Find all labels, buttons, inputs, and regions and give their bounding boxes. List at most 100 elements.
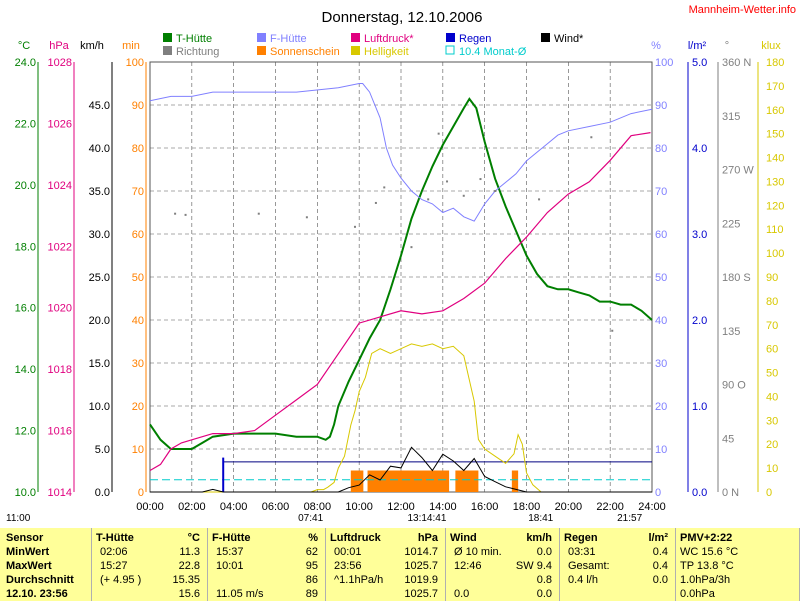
table-cell: SW 9.4 (515, 560, 552, 572)
wind-tick-label: 30.0 (89, 229, 110, 241)
legend-label: T-Hütte (176, 33, 212, 45)
series-line (149, 97, 653, 450)
x-tick-label: 04:00 (220, 501, 248, 513)
table-cell: 62 (305, 546, 318, 558)
direction-tick-label: 270 W (722, 165, 754, 177)
light-tick-label: 50 (766, 368, 778, 380)
x-tick-label: 10:00 (345, 501, 373, 513)
legend-label: 10.4 Monat-Ø (459, 46, 527, 58)
pressure-tick-label: 1014 (48, 487, 72, 499)
direction-tick-label: 360 N (722, 57, 751, 69)
wind-tick-label: 5.0 (95, 444, 110, 456)
legend-label: Regen (459, 33, 491, 45)
light-tick-label: 80 (766, 296, 778, 308)
table-cell: Ø 10 min. (454, 546, 502, 558)
x-tick-label: 02:00 (178, 501, 206, 513)
table-column (208, 528, 326, 601)
humidity-tick-label: 20 (655, 401, 667, 413)
wind-tick-label: 20.0 (89, 315, 110, 327)
direction-dot (353, 225, 356, 228)
sun-tick-label: 60 (132, 229, 144, 241)
sunshine-bar (367, 470, 450, 492)
legend-swatch (257, 33, 266, 42)
humidity-tick-label: 100 (655, 57, 673, 69)
x-tick-label: 00:00 (136, 501, 164, 513)
table-cell: 89 (305, 588, 318, 600)
x-tick-label: 08:00 (304, 501, 332, 513)
light-tick-label: 20 (766, 439, 778, 451)
humidity-axis-header: % (651, 40, 661, 52)
x-tick-label: 16:00 (471, 501, 499, 513)
table-row-label: 12.10. 23:56 (6, 588, 68, 600)
direction-tick-label: 0 N (722, 487, 739, 499)
table-column-unit: °C (187, 532, 200, 544)
table-cell: 23:56 (334, 560, 362, 572)
legend: T-Hütte F-Hütte Luftdruck* Regen Wind* Richtu… (163, 33, 584, 58)
legend-label: Helligkeit (364, 46, 409, 58)
table-cell: 15:27 (100, 560, 128, 572)
legend-swatch (351, 46, 360, 55)
sun-tick-label: 90 (132, 100, 144, 112)
direction-tick-label: 135 (722, 326, 740, 338)
rain-tick-label: 1.0 (692, 401, 707, 413)
direction-dot (174, 212, 177, 215)
x-tick-label: 22:00 (596, 501, 624, 513)
table-cell: 11.3 (179, 546, 200, 558)
table-column (92, 528, 208, 601)
axis-headers: °C hPa km/h min% l/m² ° klux (18, 40, 781, 52)
light-tick-label: 140 (766, 153, 784, 165)
legend-swatch (163, 46, 172, 55)
light-tick-label: 120 (766, 200, 784, 212)
temp-tick-label: 22.0 (15, 118, 36, 130)
table-cell: 15:37 (216, 546, 244, 558)
grid (149, 61, 653, 493)
temp-tick-label: 16.0 (15, 303, 36, 315)
table-cell: 0.0 (652, 574, 668, 586)
table-column (0, 528, 92, 601)
sun-tick-label: 0 (138, 487, 144, 499)
table-column-head: Wind (450, 532, 477, 544)
site-link[interactable]: Mannheim-Wetter.info (689, 4, 796, 16)
table-cell: 0.0 (536, 546, 552, 558)
humidity-tick-label: 0 (655, 487, 661, 499)
table-cell: 0.4 l/h (568, 574, 598, 586)
wind-tick-label: 15.0 (89, 358, 110, 370)
legend-swatch (163, 33, 172, 42)
humidity-tick-label: 30 (655, 358, 667, 370)
direction-dot (257, 212, 260, 215)
rain-axis-header: l/m² (688, 40, 707, 52)
temp-tick-label: 18.0 (15, 241, 36, 253)
table-cell: ^1.1hPa/h (334, 574, 384, 586)
temp-tick-label: 12.0 (15, 426, 36, 438)
humidity-tick-label: 40 (655, 315, 667, 327)
sun-axis-header: min (122, 40, 140, 52)
legend-label: Wind* (554, 33, 584, 45)
table-row-label: MinWert (6, 546, 50, 558)
table-column (326, 528, 446, 601)
x-tick-label: 12:00 (387, 501, 415, 513)
sunshine-bar (455, 470, 479, 492)
table-column-unit: l/m² (648, 532, 668, 544)
series-line (150, 446, 652, 493)
direction-tick-label: 180 S (722, 272, 751, 284)
rain-tick-label: 3.0 (692, 229, 707, 241)
humidity-tick-label: 50 (655, 272, 667, 284)
pressure-tick-label: 1018 (48, 364, 72, 376)
light-tick-label: 0 (766, 487, 772, 499)
table-column-head: Luftdruck (330, 532, 381, 544)
direction-tick-label: 225 (722, 218, 740, 230)
table-column (560, 528, 676, 601)
pressure-tick-label: 1022 (48, 241, 72, 253)
legend-label: Richtung (176, 46, 219, 58)
rain-bar (222, 457, 225, 492)
table-cell: 1014.7 (404, 546, 438, 558)
light-axis-header: klux (761, 40, 781, 52)
x-tick-label: 20:00 (555, 501, 583, 513)
light-tick-label: 170 (766, 81, 784, 93)
light-tick-label: 30 (766, 415, 778, 427)
direction-tick-label: 45 (722, 433, 734, 445)
table-cell: 15.35 (172, 574, 200, 586)
plot-area (149, 83, 653, 493)
table-cell: 95 (305, 560, 318, 572)
temp-axis-header: °C (18, 40, 30, 52)
